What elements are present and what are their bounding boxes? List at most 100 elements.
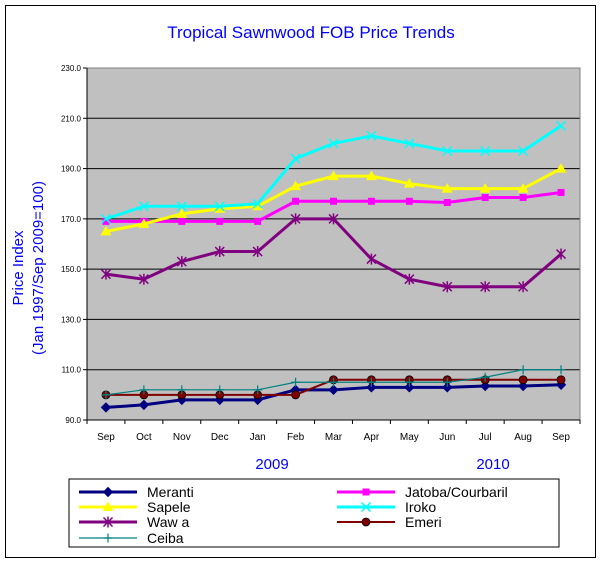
data-point: [556, 365, 566, 375]
series-waw-a: [100, 213, 567, 293]
data-point: [252, 246, 263, 258]
data-point: [403, 178, 415, 188]
series-ceiba: [101, 365, 566, 400]
data-point: [102, 486, 114, 498]
legend-label: Waw a: [147, 514, 189, 530]
x-tick-label: Feb: [287, 432, 305, 443]
data-point: [367, 197, 375, 205]
data-point: [518, 365, 528, 375]
data-point: [360, 501, 372, 513]
data-point: [404, 382, 415, 393]
y-tick-label: 150.0: [61, 265, 82, 274]
data-point: [328, 213, 339, 225]
data-point: [176, 256, 187, 268]
x-tick-label: Apr: [364, 432, 380, 443]
series-meranti: [100, 379, 567, 413]
data-point: [404, 273, 415, 285]
data-point: [366, 382, 377, 393]
x-tick-label: Aug: [514, 432, 532, 443]
y-tick-label: 90.0: [65, 416, 81, 425]
data-point: [290, 153, 301, 164]
data-point: [442, 377, 452, 387]
data-point: [100, 225, 112, 236]
legend-label: Sapele: [147, 499, 191, 515]
data-point: [362, 488, 370, 496]
data-point: [178, 217, 186, 225]
y-axis-label-line-2: (Jan 1997/Sep 2009=100): [30, 181, 47, 355]
data-point: [361, 517, 371, 527]
legend-item: Meranti: [79, 484, 194, 500]
data-point: [290, 213, 301, 225]
data-point: [328, 138, 339, 149]
y-tick-label: 230.0: [61, 64, 82, 73]
data-point: [405, 197, 413, 205]
data-point: [138, 201, 149, 212]
series-lines: [100, 120, 567, 413]
data-point: [480, 281, 491, 293]
y-tick-label: 130.0: [61, 315, 82, 324]
chart-svg: Tropical Sawnwood FOB Price Trends Price…: [10, 23, 581, 548]
data-point: [290, 180, 302, 191]
legend-box: [68, 478, 560, 548]
data-point: [100, 213, 111, 224]
data-point: [366, 377, 376, 387]
data-point: [103, 533, 113, 543]
series-sapele: [100, 163, 567, 236]
data-point: [214, 203, 226, 213]
data-point: [215, 385, 225, 395]
data-point: [557, 188, 565, 196]
data-point: [252, 200, 264, 211]
legend-item: Ceiba: [79, 530, 184, 546]
data-point: [176, 201, 187, 212]
data-point: [176, 208, 188, 218]
data-point: [404, 138, 415, 149]
y-tick-label: 110.0: [62, 366, 82, 375]
x-tick-label: Jul: [479, 432, 492, 443]
data-point: [480, 372, 490, 382]
data-point: [100, 402, 112, 413]
data-point: [139, 385, 149, 395]
data-point: [442, 281, 453, 293]
legend-label: Meranti: [147, 484, 194, 500]
data-point: [292, 197, 300, 205]
data-point: [480, 145, 491, 157]
data-point: [138, 399, 150, 411]
data-point: [101, 390, 111, 400]
data-point: [102, 217, 110, 225]
x-tick-label: Sep: [552, 432, 570, 443]
data-point: [442, 382, 453, 393]
data-point: [102, 501, 114, 511]
data-point: [556, 120, 567, 131]
x-tick-label: Dec: [211, 432, 229, 443]
data-point: [330, 197, 337, 205]
y-tick-label: 170.0: [61, 215, 82, 224]
legend: Meranti Jatoba/Courbaril Sapele Iroko Waw a E…: [68, 478, 560, 548]
y-tick-label: 190.0: [61, 165, 82, 174]
data-point: [214, 246, 225, 258]
data-point: [555, 163, 567, 173]
data-point: [519, 193, 527, 201]
y-axis-label: Price Index (Jan 1997/Sep 2009=100): [10, 181, 47, 355]
data-point: [517, 183, 529, 193]
data-point: [518, 281, 529, 293]
data-point: [366, 253, 377, 265]
legend-item: Sapele: [79, 499, 191, 515]
y-tick-label: 210.0: [61, 114, 82, 123]
data-point: [252, 198, 263, 209]
data-point: [216, 217, 224, 225]
x-tick-label: Oct: [136, 432, 152, 443]
legend-label: Jatoba/Courbaril: [405, 484, 508, 500]
year-labels: 2009 2010: [255, 456, 509, 473]
gridlines: [83, 67, 581, 421]
x-tick-label: Sep: [97, 432, 115, 443]
data-point: [214, 201, 225, 212]
data-point: [102, 516, 114, 528]
y-tick-labels: 90.0 110.0 130.0 150.0 170.0 190.0 210.0 230.0: [61, 64, 82, 425]
data-point: [518, 145, 529, 157]
data-point: [556, 248, 567, 260]
data-point: [365, 170, 377, 181]
legend-item: Iroko: [337, 499, 436, 515]
data-point: [329, 377, 338, 387]
data-point: [138, 273, 149, 285]
legend-label: Iroko: [405, 499, 436, 515]
